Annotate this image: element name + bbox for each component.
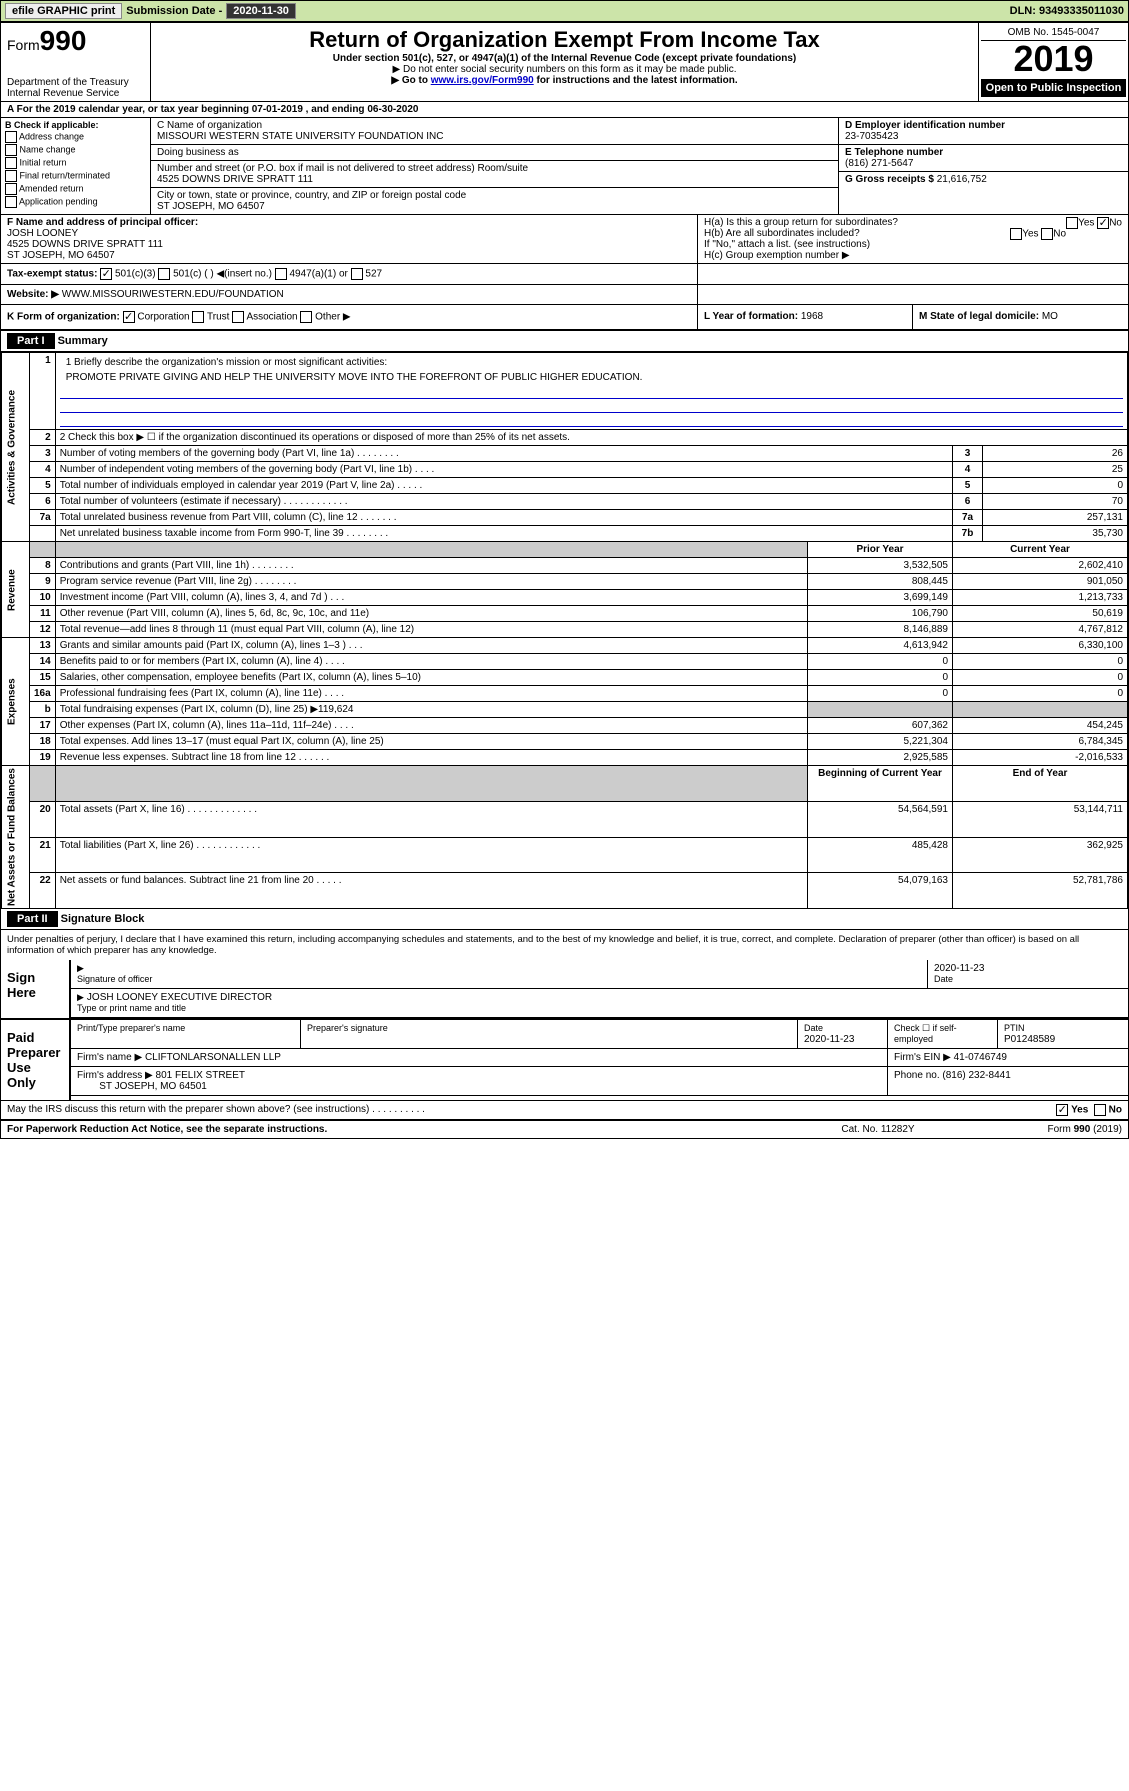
paid-preparer-label: Paid Preparer Use Only xyxy=(1,1020,71,1100)
subtitle-1: Under section 501(c), 527, or 4947(a)(1)… xyxy=(155,53,974,64)
subdate-label: Submission Date - xyxy=(126,5,222,17)
exp-row: 19Revenue less expenses. Subtract line 1… xyxy=(2,750,1128,766)
tax-year: 2019 xyxy=(981,41,1126,77)
net-row: 20Total assets (Part X, line 16) . . . .… xyxy=(2,801,1128,837)
exp-row: bTotal fundraising expenses (Part IX, co… xyxy=(2,702,1128,718)
side-revenue: Revenue xyxy=(2,542,30,638)
signature-declaration: Under penalties of perjury, I declare th… xyxy=(1,930,1128,960)
side-governance: Activities & Governance xyxy=(2,353,30,542)
subtitle-3: ▶ Go to www.irs.gov/Form990 for instruct… xyxy=(155,75,974,86)
exp-row: 16aProfessional fundraising fees (Part I… xyxy=(2,686,1128,702)
gov-row: 7aTotal unrelated business revenue from … xyxy=(2,510,1128,526)
top-bar: efile GRAPHIC print Submission Date - 20… xyxy=(0,0,1129,22)
dept-text: Department of the Treasury Internal Reve… xyxy=(7,77,144,99)
box-h: H(a) Is this a group return for subordin… xyxy=(698,215,1128,263)
box-b: B Check if applicable: Address change Na… xyxy=(1,118,151,214)
gov-row: 4Number of independent voting members of… xyxy=(2,462,1128,478)
form-number: 990 xyxy=(40,25,87,56)
form-title: Return of Organization Exempt From Incom… xyxy=(155,27,974,53)
side-expenses: Expenses xyxy=(2,638,30,766)
gov-row: 6Total number of volunteers (estimate if… xyxy=(2,494,1128,510)
box-f: F Name and address of principal officer:… xyxy=(1,215,698,263)
box-g: G Gross receipts $ 21,616,752 xyxy=(839,172,1128,187)
box-d: D Employer identification number23-70354… xyxy=(839,118,1128,145)
form-frame: Form990 Department of the Treasury Inter… xyxy=(0,22,1129,1139)
row-l-year: L Year of formation: 1968 xyxy=(698,305,913,329)
rev-row: 11Other revenue (Part VIII, column (A), … xyxy=(2,606,1128,622)
dln-value: DLN: 93493335011030 xyxy=(1010,5,1124,17)
gov-row: 5Total number of individuals employed in… xyxy=(2,478,1128,494)
irs-link[interactable]: www.irs.gov/Form990 xyxy=(431,75,534,86)
subdate-btn[interactable]: 2020-11-30 xyxy=(226,3,296,19)
net-row: 21Total liabilities (Part X, line 26) . … xyxy=(2,837,1128,873)
sign-here-label: Sign Here xyxy=(1,960,71,1018)
row-i-tax-status: Tax-exempt status: 501(c)(3) 501(c) ( ) … xyxy=(1,264,698,284)
efile-btn[interactable]: efile GRAPHIC print xyxy=(5,3,122,19)
part1-header: Part I Summary xyxy=(1,331,1128,352)
subtitle-2: ▶ Do not enter social security numbers o… xyxy=(155,64,974,75)
side-net-assets: Net Assets or Fund Balances xyxy=(2,766,30,909)
exp-row: 15Salaries, other compensation, employee… xyxy=(2,670,1128,686)
mission-text: PROMOTE PRIVATE GIVING AND HELP THE UNIV… xyxy=(60,370,1123,385)
part2-header: Part II Signature Block xyxy=(1,909,1128,930)
rev-row: 8Contributions and grants (Part VIII, li… xyxy=(2,558,1128,574)
rev-row: 12Total revenue—add lines 8 through 11 (… xyxy=(2,622,1128,638)
summary-table: Activities & Governance 1 1 Briefly desc… xyxy=(1,352,1128,909)
gov-row: Net unrelated business taxable income fr… xyxy=(2,526,1128,542)
open-public-badge: Open to Public Inspection xyxy=(981,79,1126,97)
exp-row: 14Benefits paid to or for members (Part … xyxy=(2,654,1128,670)
discuss-row: May the IRS discuss this return with the… xyxy=(1,1100,1128,1119)
rev-row: 10Investment income (Part VIII, column (… xyxy=(2,590,1128,606)
row-a-period: A For the 2019 calendar year, or tax yea… xyxy=(1,102,1128,118)
row-k-form-org: K Form of organization: Corporation Trus… xyxy=(1,305,698,329)
box-c: C Name of organizationMISSOURI WESTERN S… xyxy=(151,118,838,214)
gov-row: 3Number of voting members of the governi… xyxy=(2,446,1128,462)
net-row: 22Net assets or fund balances. Subtract … xyxy=(2,873,1128,909)
mission-label: 1 Briefly describe the organization's mi… xyxy=(60,355,1123,370)
exp-row: 17Other expenses (Part IX, column (A), l… xyxy=(2,718,1128,734)
exp-row: 18Total expenses. Add lines 13–17 (must … xyxy=(2,734,1128,750)
rev-row: 9Program service revenue (Part VIII, lin… xyxy=(2,574,1128,590)
form-prefix: Form xyxy=(7,37,40,53)
row-m-state: M State of legal domicile: MO xyxy=(913,305,1128,329)
box-e: E Telephone number(816) 271-5647 xyxy=(839,145,1128,172)
row-j-website: Website: ▶ WWW.MISSOURIWESTERN.EDU/FOUND… xyxy=(1,285,698,304)
footer: For Paperwork Reduction Act Notice, see … xyxy=(1,1119,1128,1138)
